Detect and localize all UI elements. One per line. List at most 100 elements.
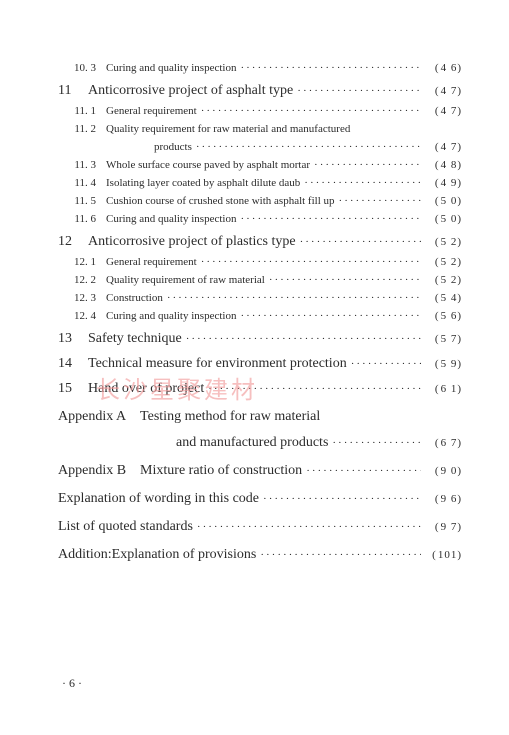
leader-dots — [296, 236, 421, 248]
leader-dots — [182, 333, 421, 345]
section-title: Whole surface course paved by asphalt mo… — [106, 159, 310, 171]
misc-title: Explanation of wording in this code — [58, 491, 259, 507]
leader-dots — [335, 195, 421, 207]
chapter-number: 11 — [58, 83, 88, 99]
toc-entry-section: 11. 2Quality requirement for raw materia… — [58, 123, 463, 135]
section-title: Quality requirement of raw material — [106, 274, 265, 286]
misc-title-cont: and manufactured products — [58, 435, 328, 451]
page-ref: (6 1) — [421, 383, 463, 395]
leader-dots — [293, 85, 421, 97]
leader-dots — [236, 62, 421, 74]
page-ref: (5 2) — [421, 256, 463, 268]
chapter-title: Anticorrosive project of asphalt type — [88, 83, 293, 99]
page-ref: (5 9) — [421, 358, 463, 370]
section-number: 11. 1 — [58, 105, 106, 117]
section-number: 12. 3 — [58, 292, 106, 304]
page-ref: (101) — [421, 549, 463, 561]
page-ref: (5 2) — [421, 236, 463, 248]
toc-entry-section: 11. 6Curing and quality inspection (5 0) — [58, 213, 463, 225]
section-number: 12. 1 — [58, 256, 106, 268]
misc-title: List of quoted standards — [58, 519, 193, 535]
section-number: 11. 4 — [58, 177, 106, 189]
section-number: 11. 6 — [58, 213, 106, 225]
chapter-number: 14 — [58, 356, 88, 372]
leader-dots — [259, 493, 421, 505]
section-number: 12. 2 — [58, 274, 106, 286]
chapter-title: Anticorrosive project of plastics type — [88, 234, 296, 250]
leader-dots — [310, 159, 421, 171]
page-ref: (4 9) — [421, 177, 463, 189]
leader-dots — [347, 358, 421, 370]
leader-dots — [236, 310, 421, 322]
chapter-title: Hand over of project — [88, 381, 204, 397]
toc-entry-section: 12. 2Quality requirement of raw material… — [58, 274, 463, 286]
toc-entry-chapter: 11Anticorrosive project of asphalt type (… — [58, 83, 463, 99]
toc-entry-misc: Explanation of wording in this code (9 6) — [58, 491, 463, 507]
toc-page: 10. 3Curing and quality inspection(4 6)1… — [0, 0, 509, 563]
leader-dots — [256, 549, 421, 561]
chapter-number: 12 — [58, 234, 88, 250]
toc-entry-chapter: 15Hand over of project (6 1) — [58, 381, 463, 397]
page-ref: (5 2) — [421, 274, 463, 286]
misc-title: Appendix A Testing method for raw materi… — [58, 409, 320, 425]
page-ref: (4 7) — [421, 85, 463, 97]
misc-title: Addition:Explanation of provisions — [58, 547, 256, 563]
page-ref: (4 7) — [421, 105, 463, 117]
page-ref: (5 7) — [421, 333, 463, 345]
section-number: 11. 3 — [58, 159, 106, 171]
section-title: General requirement — [106, 105, 197, 117]
section-title: Curing and quality inspection — [106, 213, 236, 225]
page-ref: (5 0) — [421, 195, 463, 207]
chapter-number: 15 — [58, 381, 88, 397]
section-title: Quality requirement for raw material and… — [106, 123, 350, 135]
page-ref: (6 7) — [421, 437, 463, 449]
toc-entry-misc: List of quoted standards (9 7) — [58, 519, 463, 535]
page-ref: (5 6) — [421, 310, 463, 322]
toc-entry-section: 10. 3Curing and quality inspection (4 6) — [58, 62, 463, 74]
leader-dots — [197, 105, 421, 117]
leader-dots — [204, 383, 421, 395]
toc-entry-section: 12. 1General requirement (5 2) — [58, 256, 463, 268]
toc-entry-misc: Addition:Explanation of provisions (101) — [58, 547, 463, 563]
toc-entry-misc: Appendix B Mixture ratio of construction… — [58, 463, 463, 479]
leader-dots — [163, 292, 421, 304]
toc-entry-chapter: 14Technical measure for environment prot… — [58, 356, 463, 372]
toc-entry-section: 11. 4Isolating layer coated by asphalt d… — [58, 177, 463, 189]
section-title: Curing and quality inspection — [106, 62, 236, 74]
leader-dots — [236, 213, 421, 225]
page-ref: (9 6) — [421, 493, 463, 505]
page-ref: (4 8) — [421, 159, 463, 171]
page-number-footer: · 6 · — [62, 676, 82, 691]
section-number: 11. 2 — [58, 123, 106, 135]
leader-dots — [197, 256, 421, 268]
toc-entry-misc: Appendix A Testing method for raw materi… — [58, 409, 463, 425]
leader-dots — [192, 141, 421, 153]
page-ref: (5 4) — [421, 292, 463, 304]
chapter-title: Technical measure for environment protec… — [88, 356, 347, 372]
page-ref: (9 0) — [421, 465, 463, 477]
section-title: General requirement — [106, 256, 197, 268]
section-number: 12. 4 — [58, 310, 106, 322]
page-ref: (4 6) — [421, 62, 463, 74]
leader-dots — [265, 274, 421, 286]
section-title: Isolating layer coated by asphalt dilute… — [106, 177, 300, 189]
toc-entry-section: 12. 4Curing and quality inspection (5 6) — [58, 310, 463, 322]
page-ref: (9 7) — [421, 521, 463, 533]
section-title: Curing and quality inspection — [106, 310, 236, 322]
chapter-title: Safety technique — [88, 331, 182, 347]
page-ref: (5 0) — [421, 213, 463, 225]
section-number: 10. 3 — [58, 62, 106, 74]
leader-dots — [193, 521, 421, 533]
toc-entry-section: 11. 3Whole surface course paved by aspha… — [58, 159, 463, 171]
toc-entry-section-continuation: products (4 7) — [58, 141, 463, 153]
toc-entry-section: 12. 3Construction(5 4) — [58, 292, 463, 304]
leader-dots — [300, 177, 421, 189]
toc-entry-misc-continuation: and manufactured products (6 7) — [58, 435, 463, 451]
section-title-cont: products — [58, 141, 192, 153]
page-ref: (4 7) — [421, 141, 463, 153]
section-number: 11. 5 — [58, 195, 106, 207]
leader-dots — [328, 437, 421, 449]
chapter-number: 13 — [58, 331, 88, 347]
toc-entry-chapter: 12Anticorrosive project of plastics type… — [58, 234, 463, 250]
toc-entry-chapter: 13Safety technique (5 7) — [58, 331, 463, 347]
